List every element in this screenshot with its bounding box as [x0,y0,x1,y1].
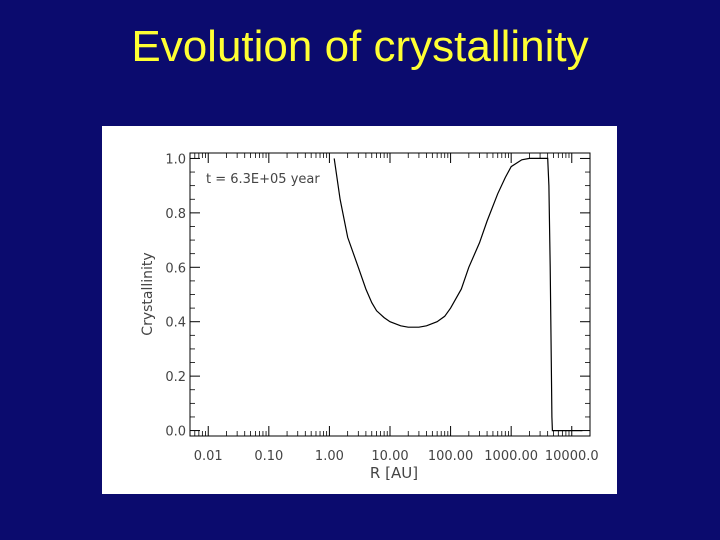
y-tick-label: 0.2 [165,370,186,385]
x-tick-label: 0.01 [194,449,223,464]
x-tick-label: 10.00 [371,449,408,464]
y-tick-label: 0.8 [165,207,186,222]
time-annotation: t = 6.3E+05 year [206,172,320,187]
x-axis-label: R [AU] [370,464,418,482]
x-tick-label: 10000.0 [545,449,599,464]
y-axis-label: Crystallinity [140,252,156,335]
x-tick-label: 100.00 [428,449,474,464]
y-tick-label: 0.6 [165,261,186,276]
slide-title: Evolution of crystallinity [131,22,589,71]
x-tick-label: 0.10 [254,449,283,464]
y-tick-label: 0.4 [165,316,186,331]
y-tick-label: 0.0 [165,425,186,440]
y-tick-label: 1.0 [165,152,186,167]
crystallinity-chart: 0.01 0.10 1.00 10.00 100.00 1000.00 10000.0 0.0… [140,152,599,482]
x-tick-label: 1.00 [315,449,344,464]
plot-frame [189,152,591,437]
chart-panel: 0.01 0.10 1.00 10.00 100.00 1000.00 10000.0 0.0… [102,126,617,494]
x-tick-label: 1000.00 [484,449,538,464]
series-line-crystallinity [333,157,583,432]
